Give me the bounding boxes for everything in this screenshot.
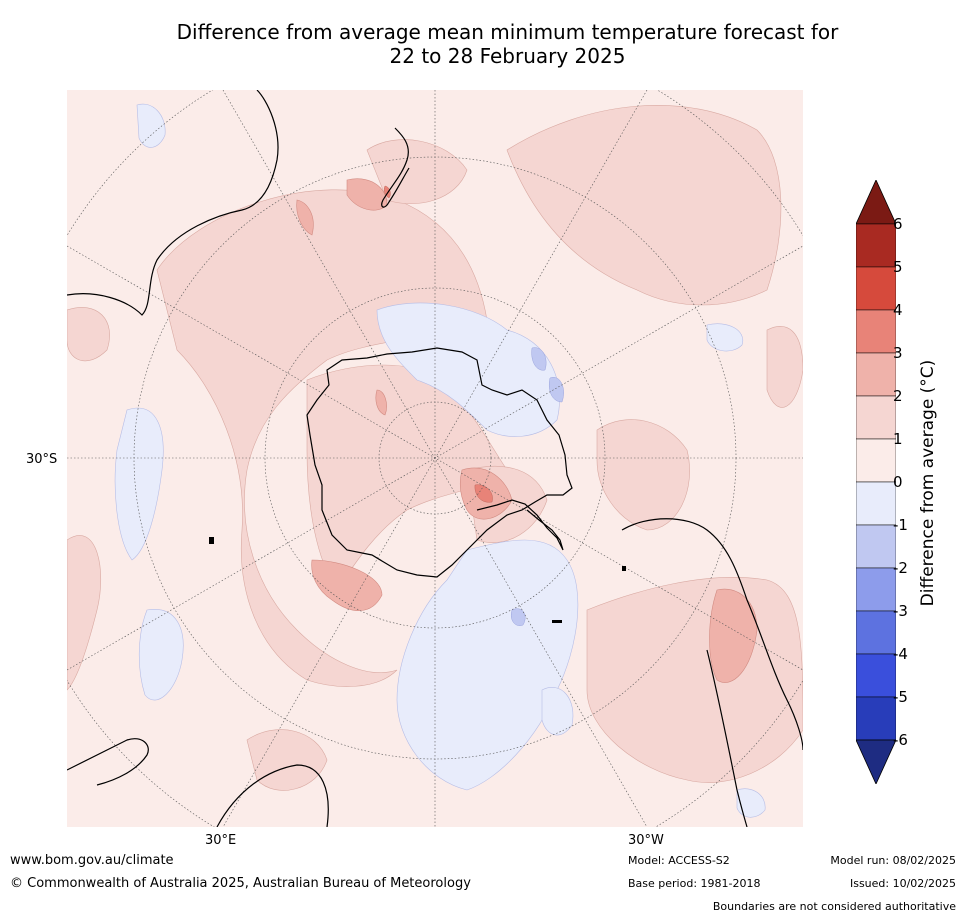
base-period-text: Base period: 1981-2018 xyxy=(628,877,761,890)
colorbar-extend-low xyxy=(855,739,897,785)
lat-label-30s: 30°S xyxy=(26,452,58,467)
model-run-text: Model run: 08/02/2025 xyxy=(830,854,956,867)
issued-text: Issued: 10/02/2025 xyxy=(849,877,956,890)
antarctica-coast xyxy=(306,347,573,578)
colorbar-tick-label: 0 xyxy=(893,473,903,491)
lon-label-30e: 30°E xyxy=(205,833,237,848)
title-line-2: 22 to 28 February 2025 xyxy=(389,44,626,68)
colorbar-segment xyxy=(855,438,897,483)
colorbar-tick-label: 6 xyxy=(893,215,903,233)
colorbar-segment xyxy=(855,352,897,397)
south-america-lower xyxy=(706,649,748,827)
colorbar-tick-label: -5 xyxy=(893,688,908,706)
coastlines xyxy=(67,90,803,827)
disclaimer-text: Boundaries are not considered authoritat… xyxy=(712,900,956,913)
colorbar-tick-label: 5 xyxy=(893,258,903,276)
new-zealand-coast xyxy=(381,127,410,208)
colorbar-segment xyxy=(855,266,897,311)
colorbar-tick-label: 2 xyxy=(893,387,903,405)
graticule xyxy=(67,90,803,827)
model-text: Model: ACCESS-S2 xyxy=(628,854,730,867)
colorbar-segment xyxy=(855,567,897,612)
colorbar-tick-label: -2 xyxy=(893,559,908,577)
map-title: Difference from average mean minimum tem… xyxy=(0,20,965,68)
colorbar-title: Difference from average (°C) xyxy=(918,359,938,607)
colorbar-tick-label: 4 xyxy=(893,301,903,319)
colorbar-tick-label: -3 xyxy=(893,602,908,620)
south-america-coast xyxy=(621,518,803,751)
colorbar-tick-label: -4 xyxy=(893,645,908,663)
colorbar-tick-label: -1 xyxy=(893,516,908,534)
website-link[interactable]: www.bom.gov.au/climate xyxy=(10,853,174,868)
colorbar-segment xyxy=(855,223,897,268)
colorbar-tick-label: -6 xyxy=(893,731,908,749)
colorbar-tick-label: 3 xyxy=(893,344,903,362)
colorbar-tick-label: 1 xyxy=(893,430,903,448)
anomaly-3-4-regions xyxy=(383,185,493,503)
colorbar-extend-high xyxy=(855,179,897,225)
map-svg xyxy=(67,90,803,827)
antarctic-peninsula xyxy=(476,499,564,551)
colorbar-segment xyxy=(855,524,897,569)
colorbar xyxy=(855,179,897,785)
forecast-map[interactable] xyxy=(67,90,803,827)
colorbar-segment xyxy=(855,610,897,655)
colorbar-segment xyxy=(855,395,897,440)
colorbar-segment xyxy=(855,696,897,741)
lon-label-30w: 30°W xyxy=(628,833,664,848)
colorbar-segment xyxy=(855,309,897,354)
australia-coast xyxy=(67,90,279,316)
copyright-text: © Commonwealth of Australia 2025, Austra… xyxy=(10,876,471,891)
anomaly-minus-1-0-regions xyxy=(114,103,766,818)
small-islands xyxy=(209,537,626,623)
africa-coast xyxy=(67,738,149,786)
africa-tip xyxy=(216,764,329,827)
title-line-1: Difference from average mean minimum tem… xyxy=(176,20,839,44)
colorbar-segment xyxy=(855,653,897,698)
colorbar-svg xyxy=(855,179,897,785)
colorbar-segment xyxy=(855,481,897,526)
anomaly-minus-2-minus-1-regions xyxy=(511,347,564,626)
